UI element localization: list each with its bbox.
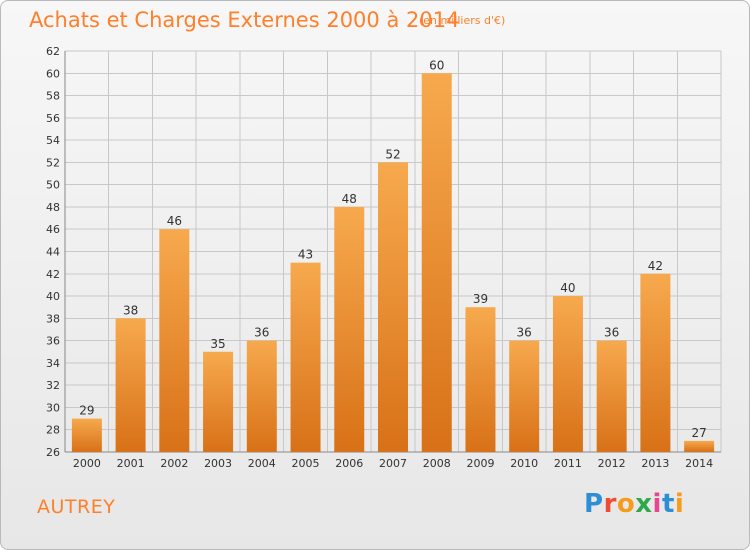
data-label-2002: 46 — [167, 214, 182, 228]
y-tick-label: 50 — [46, 179, 60, 192]
data-labels: 29 38 46 35 36 43 48 52 60 39 36 40 36 42 27 — [79, 58, 707, 440]
data-label-2010: 36 — [517, 326, 532, 340]
y-tick-label: 34 — [46, 357, 60, 370]
bar-2001 — [115, 318, 146, 452]
bar-2003 — [203, 351, 234, 452]
bar-2008 — [421, 73, 452, 453]
bar-2007 — [378, 162, 408, 452]
y-tick-label: 38 — [46, 312, 60, 325]
bar-2011 — [552, 296, 583, 452]
y-tick-label: 62 — [46, 45, 60, 58]
data-label-2005: 43 — [298, 248, 313, 262]
bar-2006 — [334, 206, 365, 452]
bar-2002 — [159, 229, 190, 452]
y-tick-label: 58 — [46, 90, 60, 103]
y-tick-label: 44 — [46, 246, 60, 259]
y-tick-label: 54 — [46, 134, 60, 147]
logo-letter: r — [603, 489, 617, 519]
data-label-2013: 42 — [648, 259, 663, 273]
bar-2014 — [684, 440, 715, 452]
bar-2005 — [290, 262, 321, 452]
y-tick-label: 32 — [46, 379, 60, 392]
bar-2010 — [509, 340, 540, 452]
y-tick-label: 48 — [46, 201, 60, 214]
logo-letter: t — [661, 489, 675, 519]
y-tick-label: 30 — [46, 401, 60, 414]
data-label-2007: 52 — [385, 147, 400, 161]
y-tick-label: 56 — [46, 112, 60, 125]
bar-2012 — [596, 340, 627, 452]
data-label-2006: 48 — [342, 192, 357, 206]
x-tick-label: 2000 — [73, 457, 101, 470]
data-label-2003: 35 — [210, 337, 225, 351]
x-tick-label: 2013 — [641, 457, 669, 470]
logo-letter: x — [635, 489, 653, 519]
bar-2004 — [246, 340, 277, 452]
data-label-2012: 36 — [604, 326, 619, 340]
x-tick-label: 2006 — [335, 457, 363, 470]
data-label-2000: 29 — [79, 404, 94, 418]
y-tick-label: 26 — [46, 446, 60, 459]
x-tick-label: 2003 — [204, 457, 232, 470]
commune-name: AUTREY — [37, 496, 116, 518]
data-label-2008: 60 — [429, 58, 444, 72]
bar-2000 — [71, 418, 102, 452]
data-label-2004: 36 — [254, 326, 269, 340]
logo-letter: P — [584, 489, 604, 519]
y-tick-label: 46 — [46, 223, 60, 236]
y-tick-label: 40 — [46, 290, 60, 303]
bar-2009 — [465, 307, 496, 452]
y-tick-label: 36 — [46, 335, 60, 348]
x-tick-label: 2001 — [117, 457, 145, 470]
x-tick-label: 2009 — [466, 457, 494, 470]
logo-letter: i — [674, 489, 685, 519]
x-tick-label: 2012 — [598, 457, 626, 470]
logo-letter: i — [652, 489, 662, 519]
y-tick-label: 60 — [46, 67, 60, 80]
x-tick-label: 2010 — [510, 457, 538, 470]
x-tick-label: 2005 — [292, 457, 320, 470]
data-label-2011: 40 — [560, 281, 575, 295]
data-label-2009: 39 — [473, 292, 488, 306]
axes: 26 28 30 32 34 36 38 40 42 44 46 48 50 52 54 56 58 60 62 20… — [46, 45, 721, 470]
y-tick-label: 52 — [46, 156, 60, 169]
y-tick-label: 42 — [46, 268, 60, 281]
y-tick-label: 28 — [46, 424, 60, 437]
x-tick-label: 2014 — [685, 457, 713, 470]
x-tick-label: 2004 — [248, 457, 276, 470]
x-tick-label: 2008 — [423, 457, 451, 470]
data-label-2001: 38 — [123, 303, 138, 317]
chart-title: Achats et Charges Externes 2000 à 2014 — [29, 8, 460, 32]
chart-subtitle: (en milliers d'€) — [419, 14, 506, 27]
bar-2013 — [640, 273, 671, 452]
x-tick-label: 2007 — [379, 457, 407, 470]
x-tick-label: 2002 — [160, 457, 188, 470]
proxiti-logo: Proxiti — [584, 489, 684, 519]
logo-letter: o — [616, 489, 636, 519]
bars — [71, 73, 715, 453]
data-label-2014: 27 — [691, 426, 706, 440]
x-tick-label: 2011 — [554, 457, 582, 470]
